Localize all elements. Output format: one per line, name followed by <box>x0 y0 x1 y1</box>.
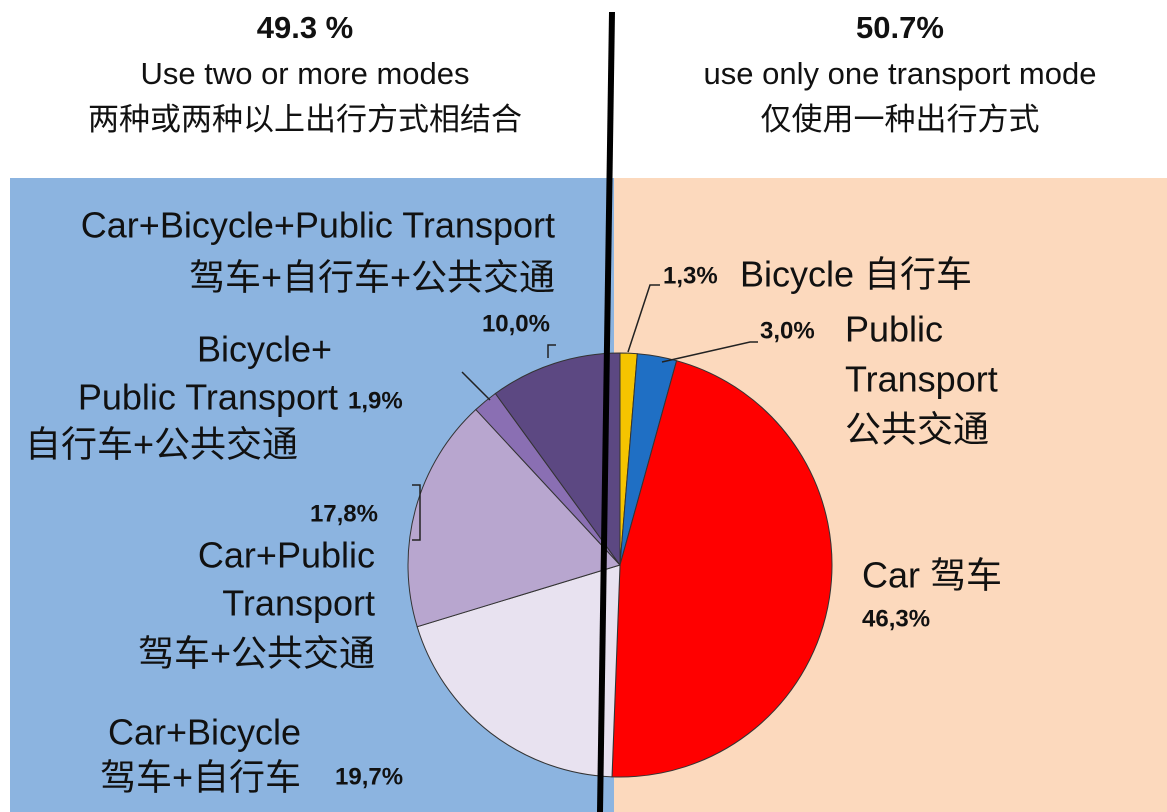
slice-label: 驾车+公共交通 <box>138 633 375 674</box>
slice-label: 驾车+自行车 <box>100 757 301 798</box>
slice-label: Car+Public <box>198 535 375 576</box>
left-text: 两种或两种以上出行方式相结合 <box>88 102 522 137</box>
slice-label: Public <box>845 309 943 350</box>
leader-line <box>412 484 421 541</box>
left-percent: 49.3 % <box>257 10 354 45</box>
leader-line <box>661 341 758 363</box>
leader-line <box>547 344 556 358</box>
leader-line <box>461 371 491 401</box>
pie-slice <box>416 564 621 778</box>
value-label: 17,8% <box>310 500 378 527</box>
leader-line <box>627 284 660 353</box>
right-text: 仅使用一种出行方式 <box>761 102 1040 137</box>
slice-label: Car+Bicycle+Public Transport <box>81 205 555 246</box>
pie-slice <box>494 352 621 567</box>
slice-label: Bicycle 自行车 <box>740 254 972 295</box>
slice-label: Transport <box>222 583 375 624</box>
value-label: 1,9% <box>348 387 403 414</box>
right-text: use only one transport mode <box>704 56 1097 91</box>
slice-label: Car 驾车 <box>862 555 1002 596</box>
slice-label: Transport <box>845 359 998 400</box>
slice-label: 公共交通 <box>845 409 989 450</box>
slice-label: 驾车+自行车+公共交通 <box>189 257 555 298</box>
slice-label: Car+Bicycle <box>108 712 301 753</box>
value-label: 1,3% <box>663 262 718 289</box>
value-label: 46,3% <box>862 605 930 632</box>
value-label: 19,7% <box>335 763 403 790</box>
pie <box>407 352 833 778</box>
divider <box>597 11 615 812</box>
value-label: 3,0% <box>760 317 815 344</box>
left-text: Use two or more modes <box>140 56 469 91</box>
pie-slice <box>611 360 833 778</box>
value-label: 10,0% <box>482 310 550 337</box>
slice-label: Bicycle+ <box>197 329 332 370</box>
slice-label: Public Transport <box>78 377 338 418</box>
slice-label: 自行车+公共交通 <box>25 424 298 465</box>
pie-slice <box>407 408 621 628</box>
right-percent: 50.7% <box>856 10 944 45</box>
